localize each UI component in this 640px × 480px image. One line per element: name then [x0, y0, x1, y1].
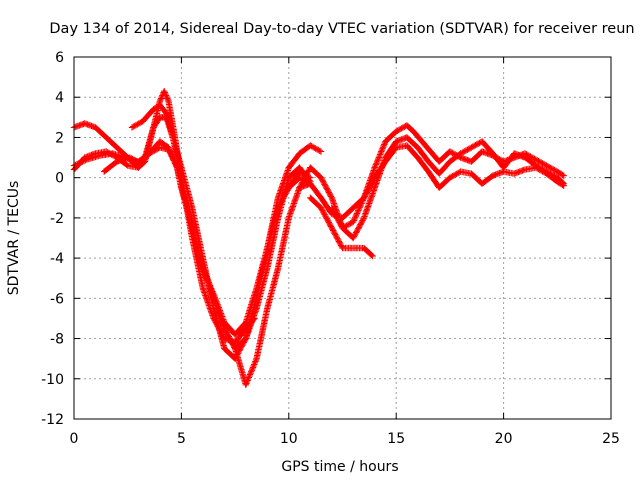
chart-title: Day 134 of 2014, Sidereal Day-to-day VTE…: [49, 21, 634, 37]
series-markers: [296, 134, 567, 242]
x-tick-label: 0: [70, 431, 79, 447]
x-tick-label: 10: [280, 431, 298, 447]
y-tick-label: 6: [55, 50, 64, 66]
series-markers: [328, 174, 378, 232]
y-tick-label: -10: [41, 372, 64, 388]
x-axis-label: GPS time / hours: [281, 459, 398, 475]
y-tick-label: -2: [50, 211, 64, 227]
axis-ticks: 0 5 10 15 20 25 -12 -10 -8 -6 -4 -2 0 2 4 6: [41, 50, 620, 447]
series-markers: [100, 144, 314, 388]
plot-frame: [73, 56, 612, 420]
series-markers: [128, 102, 258, 346]
series-track-g: [296, 134, 567, 242]
series-track-d: [100, 144, 314, 388]
series-track-h: [307, 194, 376, 260]
series-markers: [307, 194, 376, 260]
x-tick-label: 15: [387, 431, 405, 447]
y-tick-label: 4: [55, 90, 64, 106]
y-tick-label: -4: [50, 251, 64, 267]
x-tick-label: 20: [495, 431, 513, 447]
series-track-f: [285, 122, 567, 222]
x-tick-label: 5: [177, 431, 186, 447]
y-axis-label: SDTVAR / TECUs: [6, 181, 22, 296]
series-track-j: [328, 174, 378, 232]
y-tick-label: 0: [55, 171, 64, 187]
series-markers: [285, 122, 567, 222]
y-tick-label: -6: [50, 291, 64, 307]
y-tick-label: 2: [55, 130, 64, 146]
y-tick-label: -12: [41, 412, 64, 428]
x-tick-label: 25: [602, 431, 620, 447]
y-tick-label: -8: [50, 332, 64, 348]
grid-lines: [74, 57, 611, 419]
series-track-e: [128, 102, 258, 346]
